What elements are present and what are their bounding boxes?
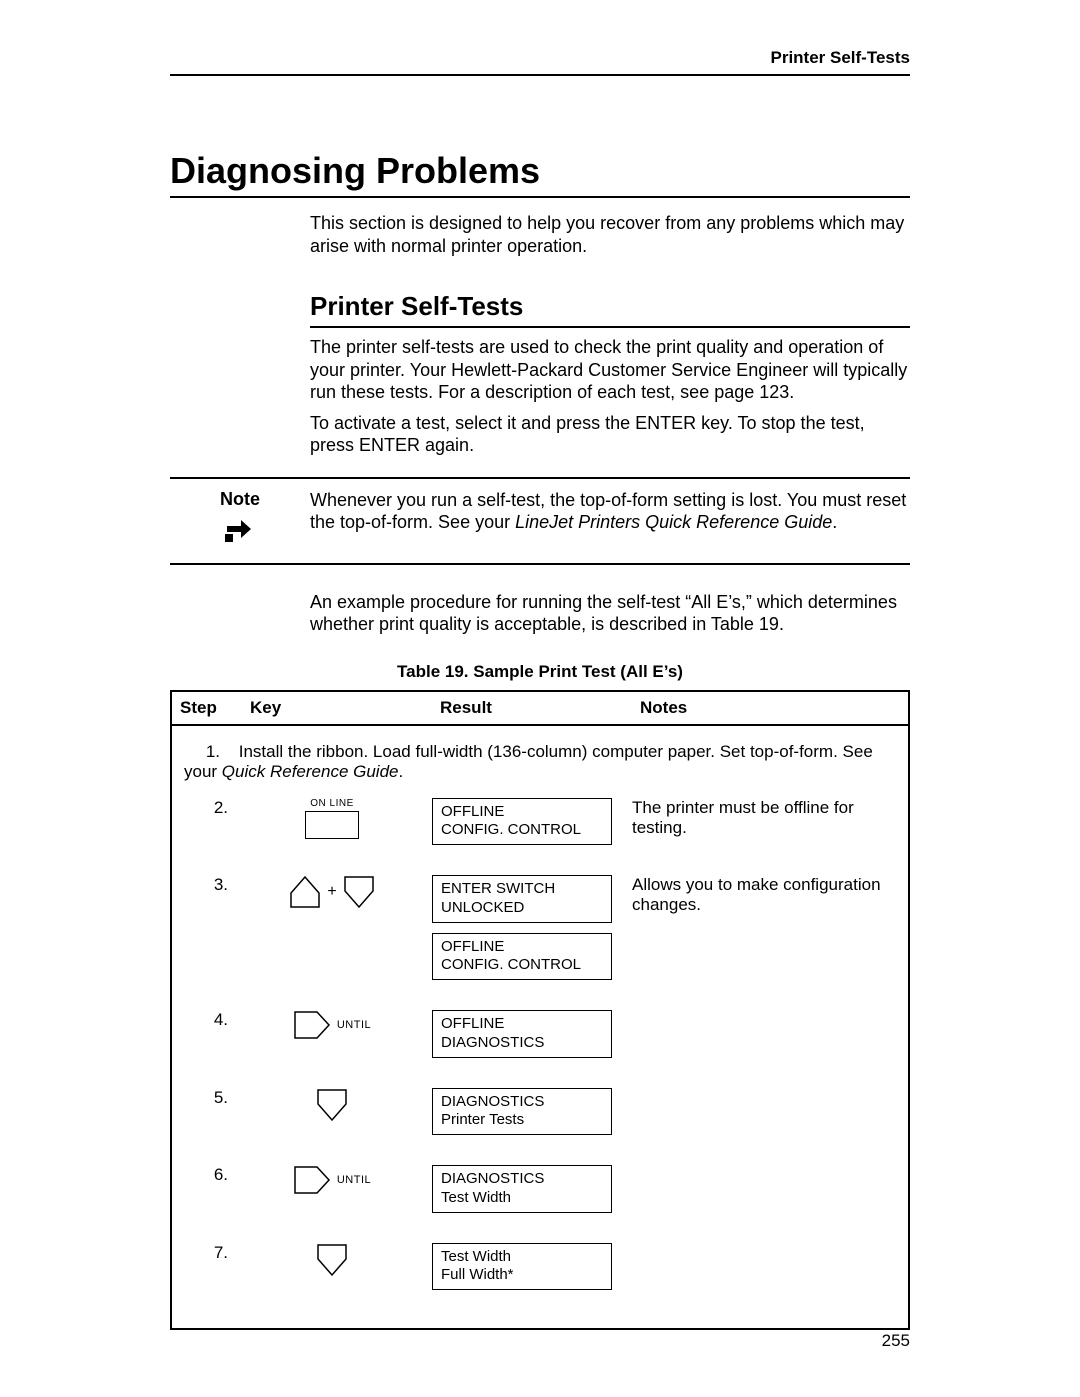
- paragraph-2: To activate a test, select it and press …: [310, 412, 910, 457]
- document-page: Printer Self-Tests Diagnosing Problems T…: [0, 0, 1080, 1397]
- lcd-line: Full Width*: [441, 1266, 603, 1285]
- th-result: Result: [432, 692, 632, 724]
- lcd-display: OFFLINE CONFIG. CONTROL: [432, 933, 612, 981]
- lcd-display: DIAGNOSTICS Test Width: [432, 1165, 612, 1213]
- result-cell: Test Width Full Width*: [432, 1243, 632, 1301]
- note-block: Note Whenever you run a self-test, the t…: [170, 477, 910, 565]
- table-row: 3. + ENTER SWITCH UNLO: [172, 869, 908, 1004]
- lcd-line: OFFLINE: [441, 938, 603, 957]
- notes-cell: The printer must be offline for testing.: [632, 798, 900, 838]
- table-row: 5. DIAGNOSTICS Printer Tests: [172, 1082, 908, 1160]
- table-row: 1. Install the ribbon. Load full-width (…: [172, 734, 908, 792]
- lcd-line: DIAGNOSTICS: [441, 1170, 603, 1189]
- until-label: UNTIL: [337, 1019, 371, 1031]
- notes-cell: Allows you to make configuration changes…: [632, 875, 900, 915]
- row1-text-italic: Quick Reference Guide: [222, 762, 399, 781]
- lcd-display: OFFLINE DIAGNOSTICS: [432, 1010, 612, 1058]
- test-table: Step Key Result Notes 1. Install the rib…: [170, 690, 910, 1331]
- lcd-display: DIAGNOSTICS Printer Tests: [432, 1088, 612, 1136]
- th-notes: Notes: [632, 692, 908, 724]
- result-cell: OFFLINE CONFIG. CONTROL: [432, 798, 632, 856]
- lcd-line: OFFLINE: [441, 803, 603, 822]
- result-cell: ENTER SWITCH UNLOCKED OFFLINE CONFIG. CO…: [432, 875, 632, 990]
- lcd-line: OFFLINE: [441, 1015, 603, 1034]
- paragraph-1: The printer self-tests are used to check…: [310, 336, 910, 404]
- intro-paragraph: This section is designed to help you rec…: [310, 212, 910, 257]
- table-row: 4. UNTIL OFFLINE DIAGNOSTICS: [172, 1004, 908, 1082]
- step-number: 3.: [180, 875, 242, 895]
- result-cell: OFFLINE DIAGNOSTICS: [432, 1010, 632, 1068]
- table-body: 1. Install the ribbon. Load full-width (…: [172, 726, 908, 1329]
- key-cell: [242, 1243, 432, 1277]
- running-head: Printer Self-Tests: [170, 48, 910, 76]
- table-row: 2. ON LINE OFFLINE CONFIG. CONTROL The p…: [172, 792, 908, 870]
- page-number: 255: [882, 1331, 910, 1351]
- th-step: Step: [172, 692, 242, 724]
- right-key-icon: [293, 1165, 331, 1195]
- lcd-line: Test Width: [441, 1248, 603, 1267]
- down-key-icon: [316, 1243, 348, 1277]
- result-cell: DIAGNOSTICS Printer Tests: [432, 1088, 632, 1146]
- down-key-icon: [343, 875, 375, 909]
- table-row: 6. UNTIL DIAGNOSTICS Test Width: [172, 1159, 908, 1237]
- online-key-icon: [305, 811, 359, 839]
- lcd-line: DIAGNOSTICS: [441, 1093, 603, 1112]
- table-caption: Table 19. Sample Print Test (All E’s): [170, 662, 910, 682]
- right-key-icon: [293, 1010, 331, 1040]
- lcd-line: CONFIG. CONTROL: [441, 956, 603, 975]
- note-text-italic: LineJet Printers Quick Reference Guide: [515, 512, 832, 532]
- step-number: 2.: [180, 798, 242, 818]
- until-label: UNTIL: [337, 1174, 371, 1186]
- lcd-display: ENTER SWITCH UNLOCKED: [432, 875, 612, 923]
- lcd-line: DIAGNOSTICS: [441, 1034, 603, 1053]
- key-cell: UNTIL: [242, 1010, 432, 1040]
- lcd-display: Test Width Full Width*: [432, 1243, 612, 1291]
- pointing-hand-icon: [223, 514, 257, 544]
- plus-symbol: +: [327, 883, 336, 901]
- lcd-display: OFFLINE CONFIG. CONTROL: [432, 798, 612, 846]
- down-key-icon: [316, 1088, 348, 1122]
- th-key: Key: [242, 692, 432, 724]
- heading-diagnosing: Diagnosing Problems: [170, 150, 910, 198]
- step-number: 7.: [180, 1243, 242, 1263]
- table-row: 7. Test Width Full Width*: [172, 1237, 908, 1315]
- heading-self-tests: Printer Self-Tests: [310, 291, 910, 328]
- result-cell: DIAGNOSTICS Test Width: [432, 1165, 632, 1223]
- key-cell: ON LINE: [242, 798, 432, 839]
- step-number: 1.: [184, 742, 234, 762]
- note-text: Whenever you run a self-test, the top-of…: [310, 489, 910, 549]
- lcd-line: ENTER SWITCH: [441, 880, 603, 899]
- table-header-row: Step Key Result Notes: [172, 692, 908, 726]
- step-number: 6.: [180, 1165, 242, 1185]
- step-number: 4.: [180, 1010, 242, 1030]
- note-label: Note: [170, 489, 310, 510]
- row1-text-b: .: [399, 762, 404, 781]
- key-cell: [242, 1088, 432, 1122]
- step-number: 5.: [180, 1088, 242, 1108]
- key-cell: +: [242, 875, 432, 909]
- up-key-icon: [289, 875, 321, 909]
- paragraph-3: An example procedure for running the sel…: [310, 591, 910, 636]
- lcd-line: Test Width: [441, 1189, 603, 1208]
- lcd-line: CONFIG. CONTROL: [441, 821, 603, 840]
- key-cell: UNTIL: [242, 1165, 432, 1195]
- note-text-b: .: [832, 512, 837, 532]
- online-key-label: ON LINE: [242, 798, 422, 809]
- lcd-line: UNLOCKED: [441, 899, 603, 918]
- note-left: Note: [170, 489, 310, 549]
- lcd-line: Printer Tests: [441, 1111, 603, 1130]
